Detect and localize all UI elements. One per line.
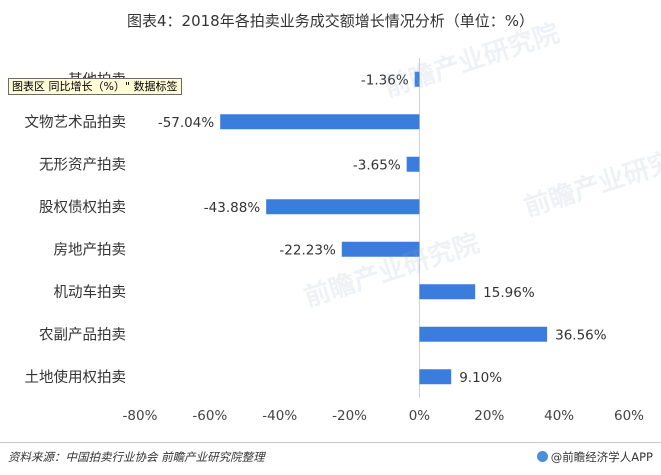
bar [266,199,420,215]
bar-chart: 其他拍卖-1.36%文物艺术品拍卖-57.04%无形资产拍卖-3.65%股权债权… [25,58,644,424]
data-label: 9.10% [459,370,502,386]
chart-area-tooltip: 图表区 同比增长（%）" 数据标签 [8,78,182,95]
bar [419,369,452,385]
x-tick-label: 40% [544,408,574,424]
data-label: 36.56% [555,327,607,343]
bar [341,241,420,257]
data-label: -57.04% [158,115,215,131]
chart-title: 图表4：2018年各拍卖业务成交额增长情况分析（单位：%） [127,12,534,30]
bar [406,156,420,172]
bar [419,284,476,300]
x-tick-label: -80% [123,408,158,424]
x-tick-label: 20% [474,408,504,424]
x-tick-label: -40% [262,408,297,424]
category-label: 无形资产拍卖 [39,156,126,173]
data-label: -43.88% [204,200,261,216]
bar [414,71,420,87]
brand-label: @前瞻经济学人APP [536,449,653,465]
x-tick-label: 0% [409,408,431,424]
source-note: 资料来源：中国拍卖行业协会 前瞻产业研究院整理 [8,450,265,464]
bar [220,114,420,130]
x-tick-label: -20% [332,408,367,424]
x-tick-label: 60% [614,408,644,424]
data-label: -3.65% [353,157,401,173]
category-label: 文物艺术品拍卖 [25,114,127,131]
category-label: 机动车拍卖 [54,284,127,301]
data-label: 15.96% [483,285,535,301]
x-tick-label: -60% [192,408,227,424]
data-label: -22.23% [279,242,336,258]
circle-logo-icon [536,451,548,462]
data-label: -1.36% [361,72,409,88]
brand-text: @前瞻经济学人APP [550,450,653,464]
category-label: 土地使用权拍卖 [25,369,127,386]
footer: 资料来源：中国拍卖行业协会 前瞻产业研究院整理 @前瞻经济学人APP [0,442,661,475]
category-label: 股权债权拍卖 [39,199,126,216]
bar [419,326,548,342]
category-label: 农副产品拍卖 [39,326,126,343]
category-label: 房地产拍卖 [54,241,127,258]
